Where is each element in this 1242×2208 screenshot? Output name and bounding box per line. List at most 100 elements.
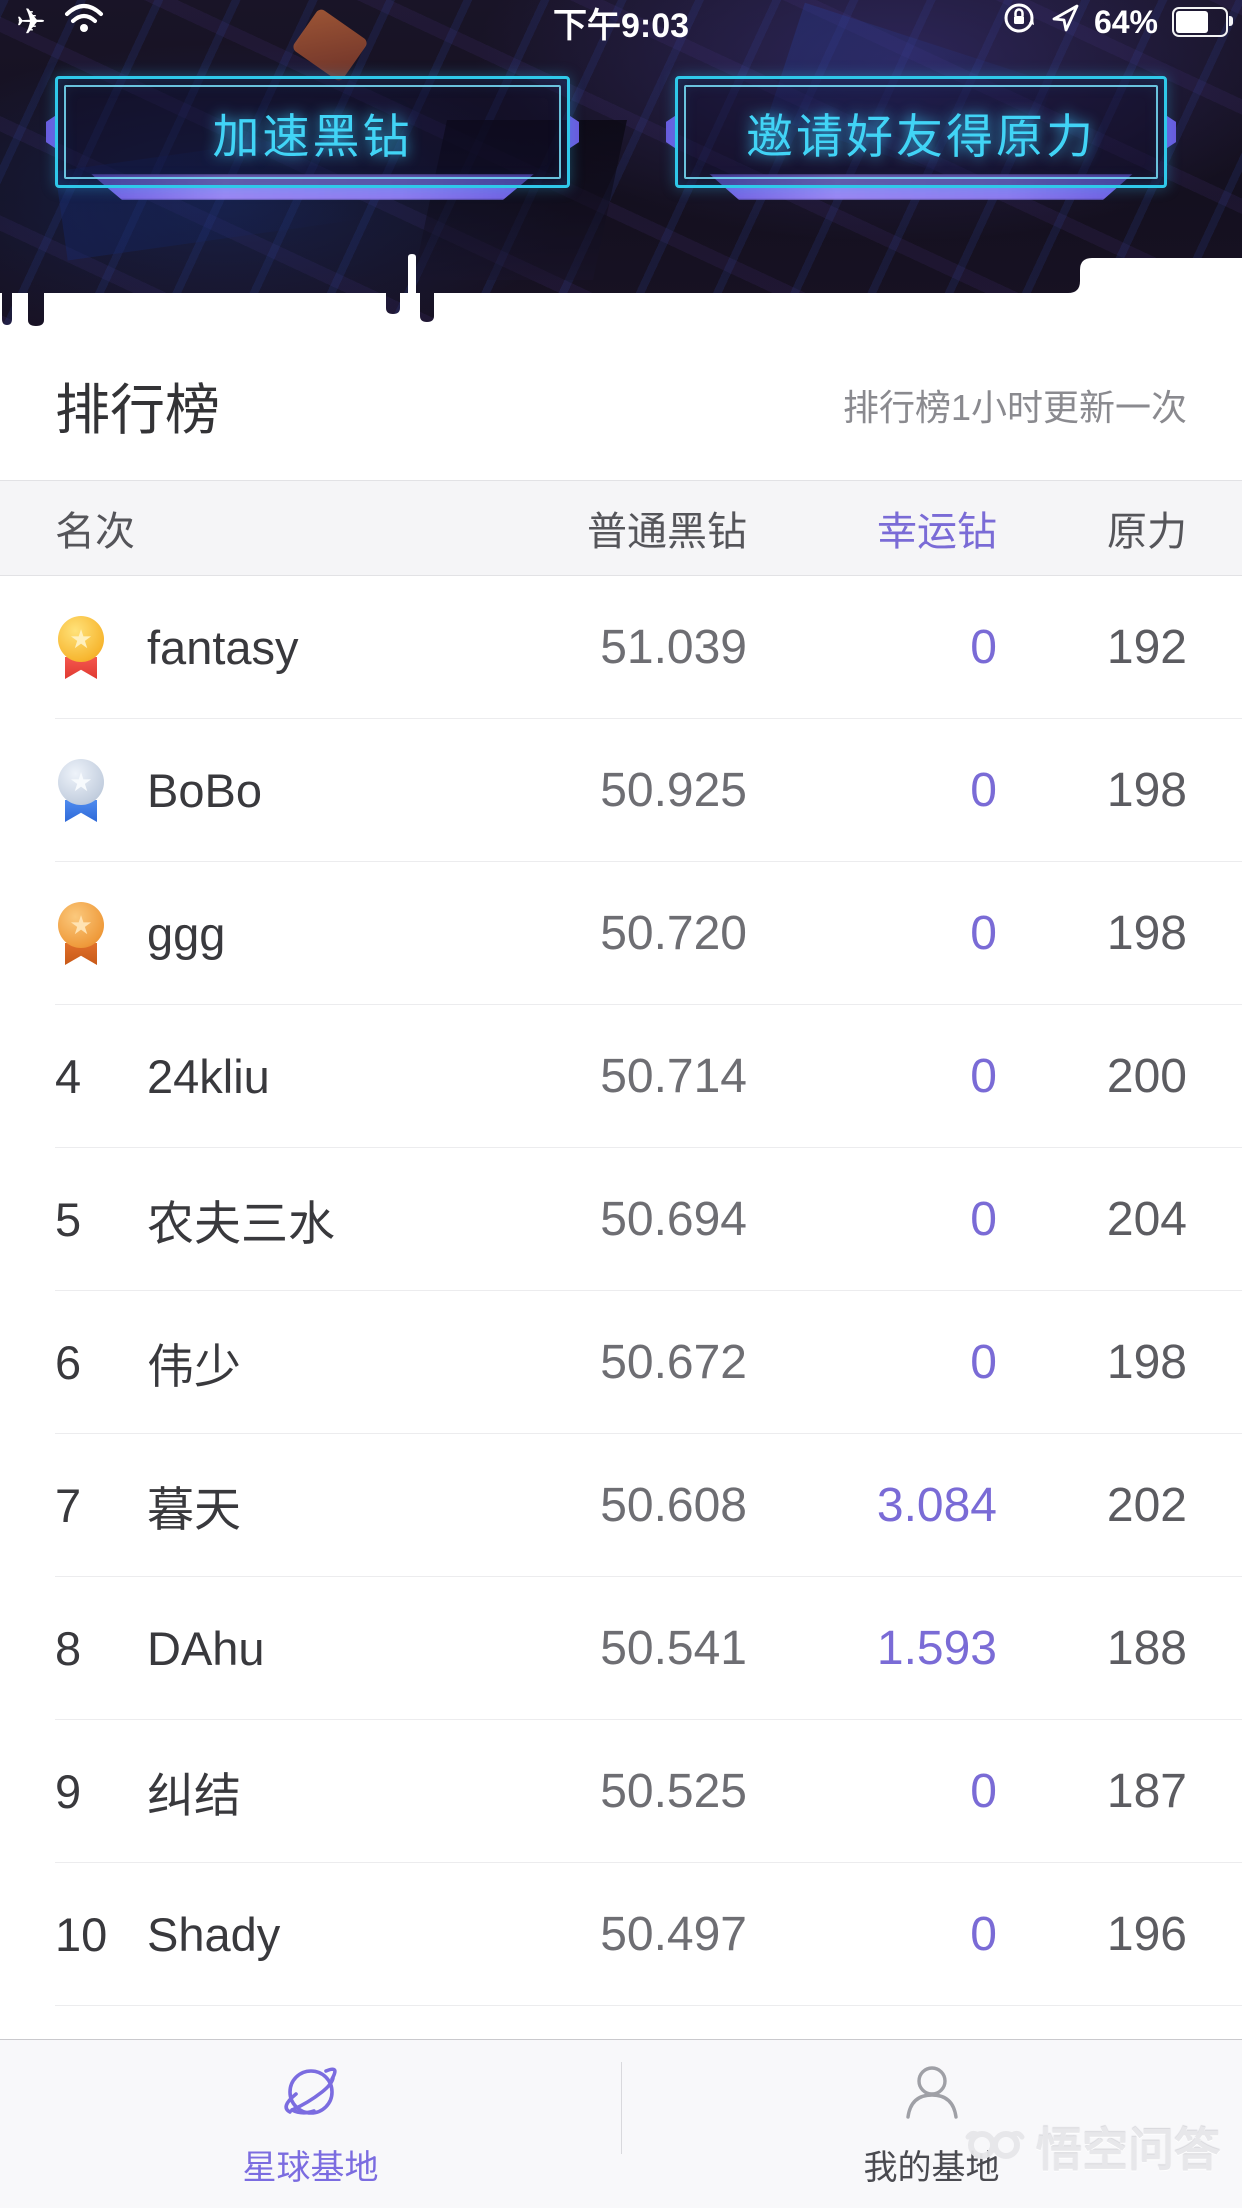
medal-circle: ★ (58, 902, 104, 948)
hero-torn-edge (0, 254, 1242, 330)
person-icon (899, 2059, 965, 2130)
diamond-value: 50.497 (600, 1908, 747, 1961)
table-row: ★ 5 农夫三水 50.694 0 204 (0, 1148, 1242, 1291)
force-value: 198 (1106, 764, 1187, 817)
force-value: 192 (1106, 621, 1187, 674)
rank-number: 7 (55, 1479, 82, 1532)
rank-cell: ★ 3 (55, 902, 143, 965)
player-name: 暮天 (147, 1483, 241, 1536)
rank-number: 5 (55, 1193, 82, 1246)
table-row: ★ 4 24kliu 50.714 0 200 (0, 1005, 1242, 1148)
table-row: ★ 9 纠结 50.525 0 187 (0, 1720, 1242, 1863)
player-cell: ★ 3 ggg (55, 902, 517, 965)
player-cell: ★ 10 Shady (55, 1907, 517, 1962)
tab-label: 我的基地 (863, 2149, 1000, 2187)
rank-cell: ★ 1 (55, 616, 143, 679)
medal-ribbon (65, 657, 97, 679)
diamond-value: 50.525 (600, 1765, 747, 1818)
player-name: 纠结 (147, 1769, 241, 1822)
table-row: ★ 8 DAhu 50.541 1.593 188 (0, 1577, 1242, 1720)
rank-number: 4 (55, 1050, 82, 1103)
airplane-mode-icon: ✈ (16, 1, 47, 42)
player-cell: ★ 8 DAhu (55, 1621, 517, 1676)
button-side-notch (1164, 114, 1176, 150)
rank-cell: ★ 6 (55, 1335, 143, 1390)
table-row: ★ 1 fantasy 51.039 0 192 (0, 576, 1242, 719)
player-cell: ★ 7 暮天 (55, 1471, 517, 1540)
diamond-value: 50.720 (600, 907, 747, 960)
lucky-value: 0 (970, 621, 997, 674)
force-value: 188 (1106, 1622, 1187, 1675)
player-name: 伟少 (147, 1340, 241, 1393)
battery-percent: 64% (1093, 3, 1158, 40)
rank-cell: ★ 8 (55, 1621, 143, 1676)
tab-planet-base[interactable]: 星球基地 (0, 2040, 621, 2208)
invite-friends-button[interactable]: 邀请好友得原力 (666, 76, 1176, 200)
column-header-force: 原力 (1107, 510, 1187, 554)
rank-cell: ★ 9 (55, 1764, 143, 1819)
rank-cell: ★ 10 (55, 1907, 143, 1962)
diamond-value: 50.925 (600, 764, 747, 817)
player-name: fantasy (147, 621, 299, 674)
player-cell: ★ 2 BoBo (55, 759, 517, 822)
force-value: 187 (1106, 1765, 1187, 1818)
gold-medal-icon: ★ (55, 616, 107, 679)
table-row: ★ 3 ggg 50.720 0 198 (0, 862, 1242, 1005)
diamond-value: 51.039 (600, 621, 747, 674)
medal-circle: ★ (58, 616, 104, 662)
rotation-lock-icon (1002, 1, 1036, 43)
player-cell: ★ 4 24kliu (55, 1049, 517, 1104)
rank-cell: ★ 7 (55, 1478, 143, 1533)
rank-number: 6 (55, 1336, 82, 1389)
lucky-value: 0 (970, 1336, 997, 1389)
wifi-icon (64, 2, 104, 42)
battery-icon (1172, 7, 1233, 37)
lucky-value: 0 (970, 1193, 997, 1246)
status-bar-time: 下午9:03 (552, 6, 690, 45)
medal-star: ★ (69, 767, 93, 797)
force-value: 198 (1106, 907, 1187, 960)
table-row: ★ 10 Shady 50.497 0 196 (0, 1863, 1242, 2006)
player-name: 24kliu (147, 1050, 270, 1103)
location-arrow-icon (1050, 3, 1080, 41)
lucky-value: 0 (970, 764, 997, 817)
accelerate-diamond-button[interactable]: 加速黑钻 (46, 76, 579, 200)
hero-banner: ✈ 下午9:03 (0, 0, 1242, 330)
button-label: 邀请好友得原力 (746, 109, 1096, 163)
force-value: 198 (1106, 1336, 1187, 1389)
diamond-value: 50.672 (600, 1336, 747, 1389)
table-row: ★ 2 BoBo 50.925 0 198 (0, 719, 1242, 862)
player-name: Shady (147, 1908, 281, 1961)
button-label: 加速黑钻 (212, 109, 413, 163)
tab-my-base[interactable]: 我的基地 (621, 2040, 1242, 2208)
column-header-diamond: 普通黑钻 (587, 510, 747, 554)
bronze-medal-icon: ★ (55, 902, 107, 965)
silver-medal-icon: ★ (55, 759, 107, 822)
player-cell: ★ 5 农夫三水 (55, 1185, 517, 1254)
medal-ribbon (65, 800, 97, 822)
table-row: ★ 6 伟少 50.672 0 198 (0, 1291, 1242, 1434)
bottom-tab-bar: 星球基地 我的基地 (0, 2039, 1242, 2208)
lucky-value: 0 (970, 907, 997, 960)
lucky-value: 1.593 (876, 1622, 997, 1675)
leaderboard-title-row: 排行榜 排行榜1小时更新一次 (0, 330, 1242, 480)
leaderboard-rows: ★ 1 fantasy 51.039 0 192 ★ 2 BoBo 50.925… (0, 576, 1242, 2006)
player-name: ggg (147, 907, 226, 960)
status-bar-right: 64% (1002, 1, 1233, 43)
diamond-value: 50.608 (600, 1479, 747, 1532)
status-bar: ✈ 下午9:03 (0, 0, 1242, 45)
force-value: 202 (1106, 1479, 1187, 1532)
hero-buttons-row: 加速黑钻 邀请好友得原力 (0, 76, 1242, 200)
column-header-lucky: 幸运钻 (877, 510, 997, 554)
diamond-value: 50.541 (600, 1622, 747, 1675)
table-header: 名次 普通黑钻 幸运钻 原力 (0, 480, 1242, 576)
diamond-value: 50.714 (600, 1050, 747, 1103)
rank-cell: ★ 4 (55, 1049, 143, 1104)
lucky-value: 0 (970, 1908, 997, 1961)
battery-fill (1176, 11, 1209, 33)
status-bar-left: ✈ (16, 2, 104, 42)
player-cell: ★ 1 fantasy (55, 616, 517, 679)
medal-star: ★ (69, 624, 93, 654)
rank-number: 10 (55, 1908, 108, 1961)
force-value: 204 (1106, 1193, 1187, 1246)
